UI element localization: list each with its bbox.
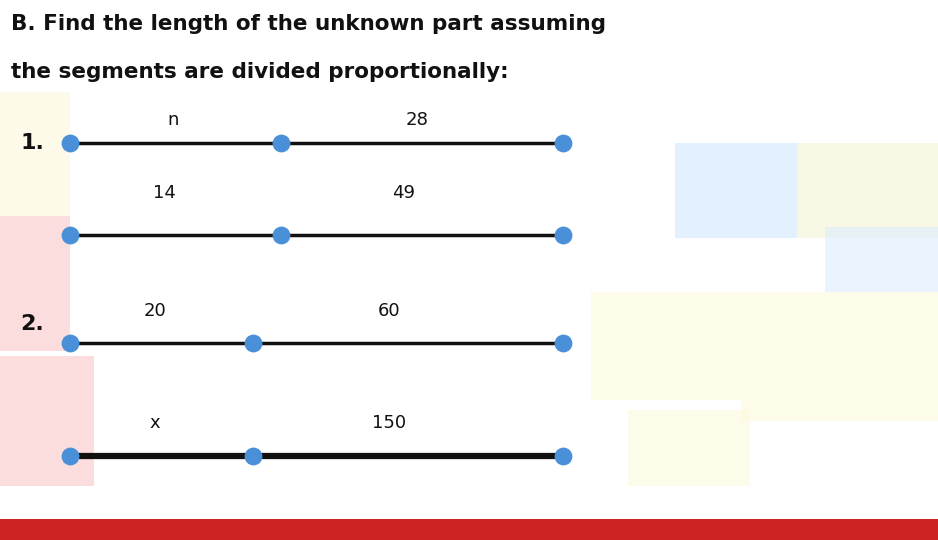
- Text: 49: 49: [392, 185, 415, 202]
- Point: [63, 139, 78, 147]
- Bar: [0, 92, 70, 216]
- Bar: [0, 216, 70, 351]
- Bar: [591, 292, 741, 400]
- Point: [246, 339, 261, 347]
- Point: [274, 231, 289, 239]
- Bar: [741, 292, 938, 421]
- Point: [246, 452, 261, 461]
- Text: x: x: [149, 414, 160, 432]
- Point: [555, 339, 570, 347]
- Point: [63, 231, 78, 239]
- Text: 1.: 1.: [21, 133, 44, 153]
- Text: 2.: 2.: [21, 314, 44, 334]
- Bar: [675, 143, 797, 238]
- Bar: [825, 227, 938, 292]
- Text: 20: 20: [144, 302, 166, 320]
- Text: B. Find the length of the unknown part assuming: B. Find the length of the unknown part a…: [11, 14, 606, 33]
- Point: [555, 231, 570, 239]
- Point: [63, 452, 78, 461]
- Bar: [628, 410, 750, 486]
- Text: 150: 150: [372, 414, 406, 432]
- Bar: [0, 356, 94, 486]
- Text: 14: 14: [153, 185, 175, 202]
- Text: n: n: [168, 111, 179, 129]
- Bar: [0, 519, 938, 540]
- Point: [63, 339, 78, 347]
- Bar: [797, 143, 938, 238]
- Point: [555, 452, 570, 461]
- Text: 28: 28: [406, 111, 429, 129]
- Point: [555, 139, 570, 147]
- Text: the segments are divided proportionally:: the segments are divided proportionally:: [11, 62, 509, 82]
- Text: 60: 60: [378, 302, 401, 320]
- Point: [274, 139, 289, 147]
